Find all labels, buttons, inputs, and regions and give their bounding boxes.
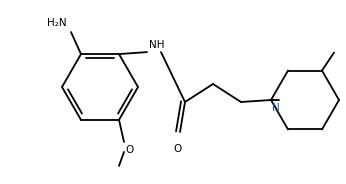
Text: H₂N: H₂N: [47, 18, 67, 28]
Text: O: O: [125, 145, 133, 155]
Text: O: O: [173, 144, 181, 154]
Text: NH: NH: [149, 40, 164, 50]
Text: N: N: [272, 103, 280, 113]
